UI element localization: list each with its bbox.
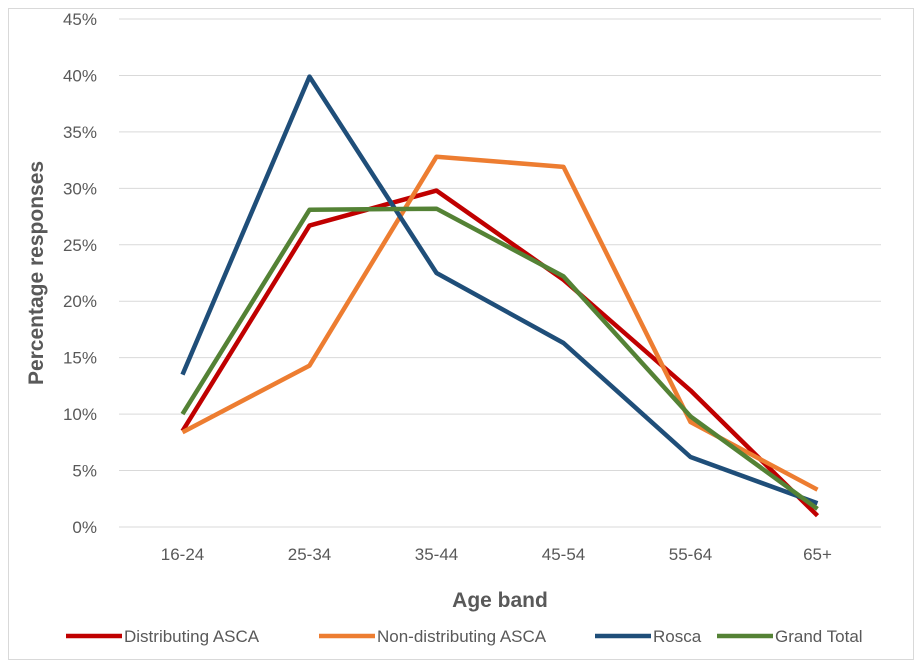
y-tick-label: 30%: [63, 179, 97, 198]
y-tick-label: 5%: [72, 462, 97, 481]
legend: Distributing ASCA Non-distributing ASCA Ro…: [66, 627, 863, 646]
y-tick-label: 40%: [63, 66, 97, 85]
y-tick-label: 20%: [63, 292, 97, 311]
x-tick-label: 35-44: [415, 545, 458, 564]
x-tick-label: 55-64: [669, 545, 712, 564]
y-tick-label: 15%: [63, 349, 97, 368]
gridlines: [119, 18, 881, 528]
series-line-distributing-asca: [180, 188, 820, 518]
x-tick-label: 25-34: [288, 545, 331, 564]
y-tick-label: 25%: [63, 236, 97, 255]
y-axis-tick-labels: 0% 5% 10% 15% 20% 25% 30% 35% 40% 45%: [63, 10, 97, 537]
x-tick-label: 45-54: [542, 545, 585, 564]
x-tick-label: 65+: [803, 545, 832, 564]
series-lines: [180, 74, 820, 518]
y-tick-label: 0%: [72, 518, 97, 537]
x-axis-tick-labels: 16-24 25-34 35-44 45-54 55-64 65+: [161, 545, 832, 564]
y-tick-label: 45%: [63, 10, 97, 29]
legend-label: Distributing ASCA: [124, 627, 260, 646]
y-tick-label: 10%: [63, 405, 97, 424]
series-line-rosca: [180, 74, 819, 506]
legend-label: Rosca: [653, 627, 702, 646]
legend-label: Non-distributing ASCA: [377, 627, 547, 646]
chart-area: 0% 5% 10% 15% 20% 25% 30% 35% 40% 45% 16-24 25-34 3…: [8, 8, 914, 660]
line-chart: 0% 5% 10% 15% 20% 25% 30% 35% 40% 45% 16-24 25-34 3…: [25, 10, 881, 646]
series-line-grand-total: [180, 206, 819, 511]
y-tick-label: 35%: [63, 123, 97, 142]
legend-label: Grand Total: [775, 627, 863, 646]
x-tick-label: 16-24: [161, 545, 204, 564]
y-axis-title: Percentage responses: [25, 161, 48, 385]
x-axis-title: Age band: [452, 589, 548, 612]
